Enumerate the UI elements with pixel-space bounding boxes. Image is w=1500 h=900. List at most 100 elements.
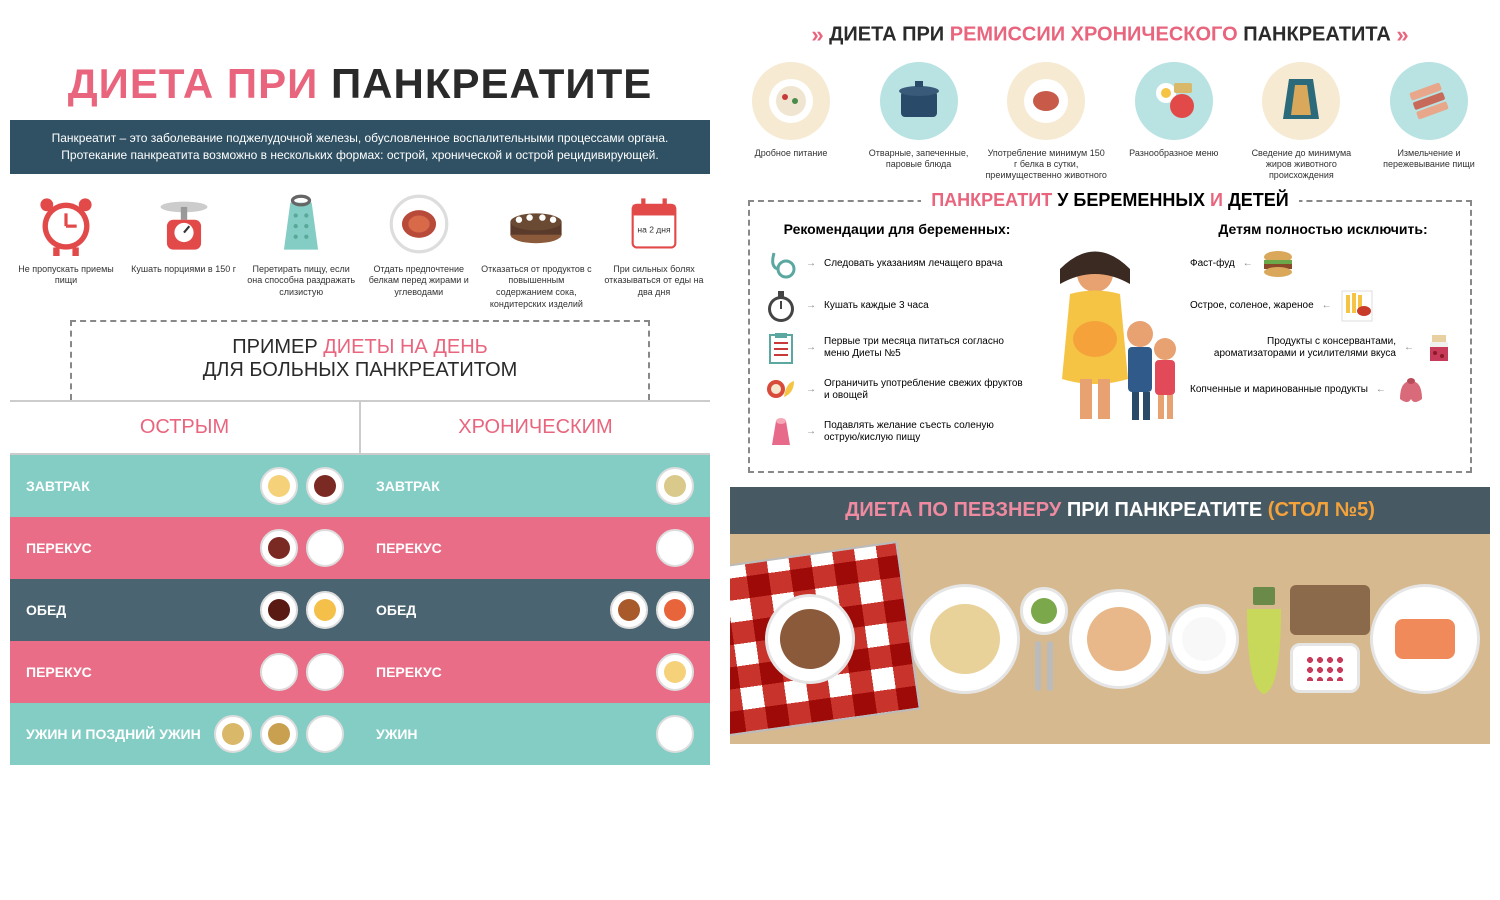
- rules-icon-row: Не пропускать приемы пищи Кушать порциями…: [10, 192, 710, 311]
- rule-item: Кушать порциями в 150 г: [128, 192, 240, 311]
- tablecloth: [730, 541, 921, 737]
- remission-label: Отварные, запеченные, паровые блюда: [858, 148, 980, 170]
- food-plate: [656, 653, 694, 691]
- oil-bottle-icon: [1239, 579, 1289, 699]
- rule-label: При сильных болях отказываться от еды на…: [598, 264, 710, 299]
- chevron-down-icon: »: [1396, 22, 1408, 47]
- food-plate: [260, 591, 298, 629]
- recommendation-text: Фаст-фуд: [1190, 258, 1235, 270]
- rule-item: Отдать предпочтение белкам перед жирами …: [363, 192, 475, 311]
- diet-cell-chronic: ПЕРЕКУС: [360, 641, 710, 703]
- recommendation-item: Фаст-фуд←: [1190, 247, 1456, 281]
- left-panel: ДИЕТА ПРИ ПАНКРЕАТИТЕ Панкреатит – это з…: [0, 0, 720, 900]
- food-plate: [306, 467, 344, 505]
- dish-salmon: [1370, 584, 1480, 694]
- food-plate: [656, 467, 694, 505]
- food-plate: [610, 591, 648, 629]
- stopwatch-icon: [764, 289, 798, 323]
- clipboard-icon: [764, 331, 798, 365]
- example-heading-box: ПРИМЕР ДИЕТЫ НА ДЕНЬ ДЛЯ БОЛЬНЫХ ПАНКРЕА…: [70, 320, 650, 400]
- remission-item: Дробное питание: [730, 62, 852, 180]
- diet-cell-acute: ЗАВТРАК: [10, 455, 360, 517]
- rule-item: Отказаться от продуктов с повышенным сод…: [480, 192, 592, 311]
- recommendation-item: Острое, соленое, жареное←: [1190, 289, 1456, 323]
- salt-icon: [764, 415, 798, 449]
- recommendation-text: Ограничить употребление свежих фруктов и…: [824, 378, 1030, 402]
- diet-cell-chronic: УЖИН: [360, 703, 710, 765]
- dish-rice: [1169, 604, 1239, 674]
- pregnancy-column: Рекомендации для беременных: →Следовать …: [764, 221, 1030, 457]
- grater-icon: [269, 192, 333, 256]
- diet-cell-acute: ПЕРЕКУС: [10, 517, 360, 579]
- recommendation-item: →Следовать указаниям лечащего врача: [764, 247, 1030, 281]
- remission-item: Отварные, запеченные, паровые блюда: [858, 62, 980, 180]
- remission-circles: Дробное питание Отварные, запеченные, пар…: [730, 62, 1490, 180]
- chevron-down-icon: »: [811, 22, 823, 47]
- pevzner-title: ДИЕТА ПО ПЕВЗНЕРУ ПРИ ПАНКРЕАТИТЕ (СТОЛ …: [730, 487, 1490, 534]
- remission-item: Сведение до минимума жиров животного про…: [1240, 62, 1362, 180]
- dishes-row: [910, 579, 1480, 699]
- recommendation-item: Продукты с консервантами, ароматизаторам…: [1190, 331, 1456, 365]
- recommendation-item: →Первые три месяца питаться согласно мен…: [764, 331, 1030, 365]
- preg-title: ПАНКРЕАТИТ У БЕРЕМЕННЫХ И ДЕТЕЙ: [921, 190, 1299, 211]
- recommendation-item: →Кушать каждые 3 часа: [764, 289, 1030, 323]
- jam-icon: [1422, 331, 1456, 365]
- diet-row: ПЕРЕКУС ПЕРЕКУС: [10, 517, 710, 579]
- food-plate: [306, 715, 344, 753]
- recommendation-item: →Подавлять желание съесть соленую острую…: [764, 415, 1030, 449]
- rule-item: на 2 дня При сильных болях отказываться о…: [598, 192, 710, 311]
- remission-title: » ДИЕТА ПРИ РЕМИССИИ ХРОНИЧЕСКОГО ПАНКРЕ…: [730, 22, 1490, 48]
- protein-icon: [1007, 62, 1085, 140]
- stethoscope-icon: [764, 247, 798, 281]
- diet-row: ЗАВТРАК ЗАВТРАК: [10, 455, 710, 517]
- recommendation-text: Подавлять желание съесть соленую острую/…: [824, 420, 1030, 444]
- food-plate: [656, 591, 694, 629]
- diet-cell-acute: ОБЕД: [10, 579, 360, 641]
- calendar-icon: на 2 дня: [622, 192, 686, 256]
- cake-icon: [504, 192, 568, 256]
- food-plate: [306, 529, 344, 567]
- diet-cell-acute: ПЕРЕКУС: [10, 641, 360, 703]
- food-plate: [656, 529, 694, 567]
- food-plate: [306, 653, 344, 691]
- pregnancy-children-box: ПАНКРЕАТИТ У БЕРЕМЕННЫХ И ДЕТЕЙ Рекоменд…: [748, 200, 1472, 473]
- remission-label: Сведение до минимума жиров животного про…: [1240, 148, 1362, 180]
- diet-cell-chronic: ОБЕД: [360, 579, 710, 641]
- pevzner-table-scene: [730, 534, 1490, 744]
- rule-label: Отказаться от продуктов с повышенным сод…: [480, 264, 592, 311]
- svg-text:на 2 дня: на 2 дня: [637, 224, 671, 234]
- rule-item: Не пропускать приемы пищи: [10, 192, 122, 311]
- remission-item: Измельчение и пережевывание пищи: [1368, 62, 1490, 180]
- fries-icon: [1340, 289, 1374, 323]
- food-plate: [260, 715, 298, 753]
- preg-subtitle-right: Детям полностью исключить:: [1190, 221, 1456, 237]
- wrap-icon: [1262, 62, 1340, 140]
- diet-table-headers: ОСТРЫМ ХРОНИЧЕСКИМ: [10, 400, 710, 455]
- remission-label: Разнообразное меню: [1113, 148, 1235, 159]
- remission-label: Измельчение и пережевывание пищи: [1368, 148, 1490, 170]
- preg-subtitle-left: Рекомендации для беременных:: [764, 221, 1030, 237]
- pot-icon: [880, 62, 958, 140]
- recommendation-item: →Ограничить употребление свежих фруктов …: [764, 373, 1030, 407]
- remission-item: Разнообразное меню: [1113, 62, 1235, 180]
- dish-beans: [1069, 589, 1169, 689]
- rule-label: Отдать предпочтение белкам перед жирами …: [363, 264, 475, 299]
- diet-cell-acute: УЖИН И ПОЗДНИЙ УЖИН: [10, 703, 360, 765]
- porridge-icon: [752, 62, 830, 140]
- dish-pasta: [910, 584, 1020, 694]
- burger-icon: [1261, 247, 1295, 281]
- example-line-1: ПРИМЕР ДИЕТЫ НА ДЕНЬ: [82, 336, 638, 359]
- recommendation-text: Острое, соленое, жареное: [1190, 300, 1314, 312]
- rule-label: Не пропускать приемы пищи: [10, 264, 122, 287]
- fruit-icon: [764, 373, 798, 407]
- food-plate: [214, 715, 252, 753]
- scale-icon: [152, 192, 216, 256]
- recommendation-text: Следовать указаниям лечащего врача: [824, 258, 1003, 270]
- col-chronic: ХРОНИЧЕСКИМ: [361, 400, 710, 455]
- sausage-icon: [1394, 373, 1428, 407]
- diet-cell-chronic: ЗАВТРАК: [360, 455, 710, 517]
- title-dark: ПАНКРЕАТИТЕ: [331, 60, 652, 107]
- dish-buckwheat: [759, 589, 861, 691]
- rule-label: Перетирать пищу, если она способна раздр…: [245, 264, 357, 299]
- remission-label: Употребление минимум 150 г белка в сутки…: [985, 148, 1107, 180]
